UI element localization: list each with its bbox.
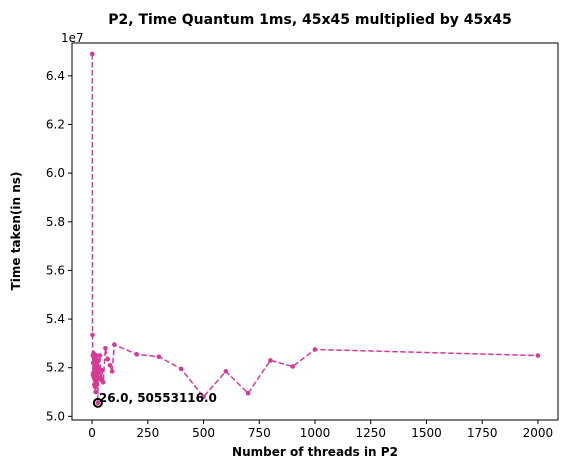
data-point <box>105 356 110 362</box>
y-tick-label: 5.8 <box>46 215 65 229</box>
x-tick-label: 250 <box>136 426 159 440</box>
y-tick-label: 5.0 <box>46 409 65 423</box>
y-tick-label: 5.2 <box>46 361 65 375</box>
x-tick-label: 1500 <box>411 426 442 440</box>
y-tick-label: 6.4 <box>46 69 65 83</box>
data-point <box>201 394 206 400</box>
y-axis: 5.0 5.2 5.4 5.6 5.8 6.0 6.2 6.4 <box>46 69 72 423</box>
x-tick-label: 1750 <box>467 426 498 440</box>
data-point <box>134 352 139 357</box>
plot-area <box>89 51 541 406</box>
data-point <box>95 400 101 406</box>
y-axis-label: Time taken(in ns) <box>9 172 23 291</box>
x-tick-label: 500 <box>192 426 215 440</box>
data-point <box>312 347 318 352</box>
data-point <box>97 353 103 358</box>
data-point <box>268 358 273 363</box>
y-offset-label: 1e7 <box>61 31 84 45</box>
data-point <box>535 353 541 358</box>
y-tick-label: 6.0 <box>46 166 65 180</box>
data-point <box>96 367 102 373</box>
x-tick-label: 1250 <box>355 426 386 440</box>
data-point <box>103 345 108 351</box>
data-point <box>223 369 229 374</box>
x-tick-label: 1000 <box>300 426 331 440</box>
x-tick-label: 2000 <box>523 426 554 440</box>
data-point <box>112 342 117 347</box>
data-point <box>90 332 95 338</box>
plot-frame <box>71 42 559 421</box>
x-axis: 0 250 500 750 1000 1250 1500 1750 2000 <box>88 420 553 440</box>
data-point <box>107 362 113 368</box>
data-point <box>156 354 162 360</box>
data-point <box>100 380 106 385</box>
data-point <box>99 367 105 373</box>
data-point <box>93 389 98 395</box>
chart-title: P2, Time Quantum 1ms, 45x45 multiplied b… <box>108 12 512 28</box>
y-tick-label: 6.2 <box>46 117 65 131</box>
data-point <box>109 369 115 374</box>
data-point <box>178 366 184 372</box>
data-point <box>290 364 296 369</box>
x-tick-label: 0 <box>88 426 96 440</box>
data-point <box>245 390 251 396</box>
y-tick-label: 5.4 <box>46 312 65 326</box>
data-point <box>94 382 100 388</box>
x-axis-label: Number of threads in P2 <box>232 445 398 459</box>
highlight-annotation: 26.0, 50553116.0 <box>92 391 217 408</box>
data-point <box>96 358 101 363</box>
min-point-marker <box>92 397 103 408</box>
data-point <box>89 51 95 57</box>
x-tick-label: 750 <box>248 426 271 440</box>
y-tick-label: 5.6 <box>46 263 65 277</box>
min-point-label: 26.0, 50553116.0 <box>99 391 217 405</box>
